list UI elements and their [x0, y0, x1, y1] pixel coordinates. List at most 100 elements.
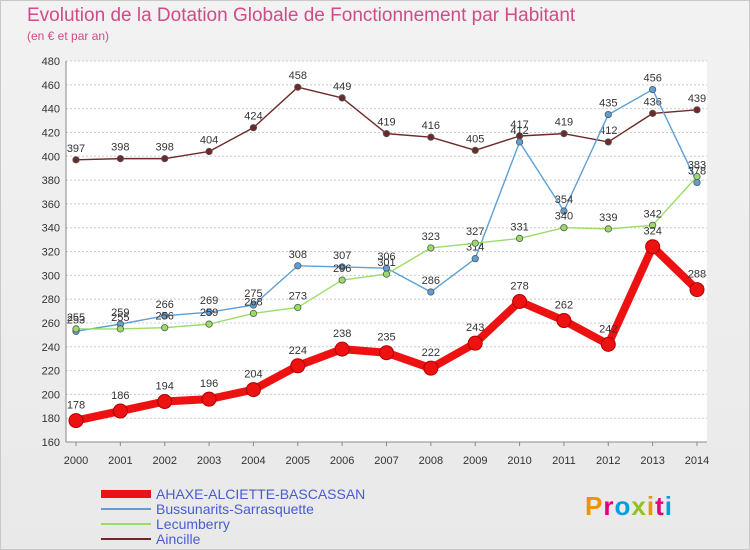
x-tick-label: 2001: [108, 455, 132, 467]
data-label: 456: [643, 73, 661, 85]
x-tick-label: 2002: [152, 455, 176, 467]
data-label: 269: [200, 295, 218, 307]
data-point: [294, 262, 302, 270]
data-point: [68, 413, 84, 429]
y-tick-label: 260: [42, 318, 60, 330]
data-label: 186: [111, 390, 129, 402]
data-label: 222: [422, 347, 440, 359]
data-point: [249, 124, 258, 132]
data-point: [161, 155, 169, 163]
data-label: 204: [244, 369, 262, 381]
x-tick-label: 2009: [463, 455, 487, 467]
data-label: 324: [643, 226, 661, 238]
legend-label: Bussunarits-Sarrasquette: [156, 501, 314, 517]
logo-letter: o: [614, 491, 632, 521]
data-label: 398: [156, 142, 174, 154]
data-label: 340: [555, 211, 573, 223]
data-label: 416: [422, 120, 440, 132]
data-label: 331: [510, 221, 528, 233]
y-tick-label: 480: [42, 56, 60, 68]
data-point: [423, 360, 439, 376]
data-label: 404: [200, 134, 218, 146]
data-point: [471, 239, 479, 247]
x-tick-label: 2003: [197, 455, 221, 467]
data-point: [556, 313, 572, 329]
data-label: 435: [599, 98, 617, 110]
data-label: 306: [377, 251, 395, 263]
data-point: [112, 403, 128, 419]
x-tick-label: 2013: [640, 455, 664, 467]
logo-letter: P: [585, 491, 604, 521]
data-point: [645, 239, 661, 255]
data-point: [201, 391, 217, 407]
y-tick-label: 440: [42, 104, 60, 116]
data-point: [338, 94, 346, 102]
data-label: 273: [289, 290, 307, 302]
data-point: [693, 106, 701, 114]
data-label: 449: [333, 81, 351, 93]
y-tick-label: 160: [42, 437, 60, 449]
data-label: 266: [156, 299, 174, 311]
data-label: 178: [67, 400, 85, 412]
data-label: 278: [510, 281, 528, 293]
data-point: [338, 263, 346, 271]
data-point: [161, 312, 169, 320]
data-label: 296: [333, 263, 351, 275]
data-point: [649, 85, 657, 94]
data-label: 323: [422, 231, 440, 243]
x-tick-label: 2004: [241, 455, 265, 467]
logo-letter: t: [655, 491, 665, 521]
data-label: 259: [111, 307, 129, 319]
chart-subtitle: (en € et par an): [27, 29, 110, 43]
x-tick-label: 2005: [286, 455, 310, 467]
data-label: 405: [466, 133, 484, 145]
x-tick-label: 2014: [685, 455, 709, 467]
data-point: [560, 207, 568, 215]
data-label: 439: [688, 93, 706, 105]
y-tick-label: 460: [42, 80, 60, 92]
data-point: [515, 234, 524, 243]
data-point: [604, 225, 612, 233]
data-label: 262: [555, 300, 573, 312]
data-label: 339: [599, 212, 617, 224]
data-point: [560, 130, 568, 138]
y-tick-label: 320: [42, 247, 60, 259]
data-label: 412: [510, 125, 528, 137]
y-tick-label: 300: [42, 270, 60, 282]
data-point: [560, 224, 568, 232]
data-point: [471, 255, 479, 263]
data-point: [245, 382, 261, 398]
data-label: 397: [67, 143, 85, 155]
data-point: [205, 308, 213, 316]
data-label: 301: [377, 257, 395, 269]
y-tick-label: 400: [42, 151, 60, 163]
data-label: 253: [67, 314, 85, 326]
y-tick-label: 200: [42, 389, 60, 401]
data-point: [338, 276, 346, 284]
data-point: [379, 345, 394, 361]
y-tick-label: 220: [42, 366, 60, 378]
data-point: [467, 335, 483, 351]
data-point: [604, 138, 612, 146]
data-label: 275: [244, 288, 262, 300]
data-label: 235: [377, 332, 395, 344]
data-point: [382, 270, 391, 278]
data-point: [72, 156, 80, 164]
data-label: 255: [67, 312, 85, 324]
data-point: [649, 109, 657, 117]
data-point: [515, 138, 524, 146]
legend-label: Aincille: [156, 531, 201, 547]
data-point: [116, 325, 124, 333]
data-point: [693, 178, 701, 187]
data-label: 458: [289, 70, 307, 82]
chart-title: Evolution de la Dotation Globale de Fonc…: [27, 5, 576, 26]
y-tick-label: 380: [42, 175, 60, 187]
data-point: [693, 172, 701, 181]
data-label: 224: [289, 345, 307, 357]
y-tick-label: 280: [42, 294, 60, 306]
data-label: 196: [200, 378, 218, 390]
data-point: [334, 341, 350, 357]
y-tick-label: 420: [42, 127, 60, 139]
data-label: 419: [555, 117, 573, 129]
